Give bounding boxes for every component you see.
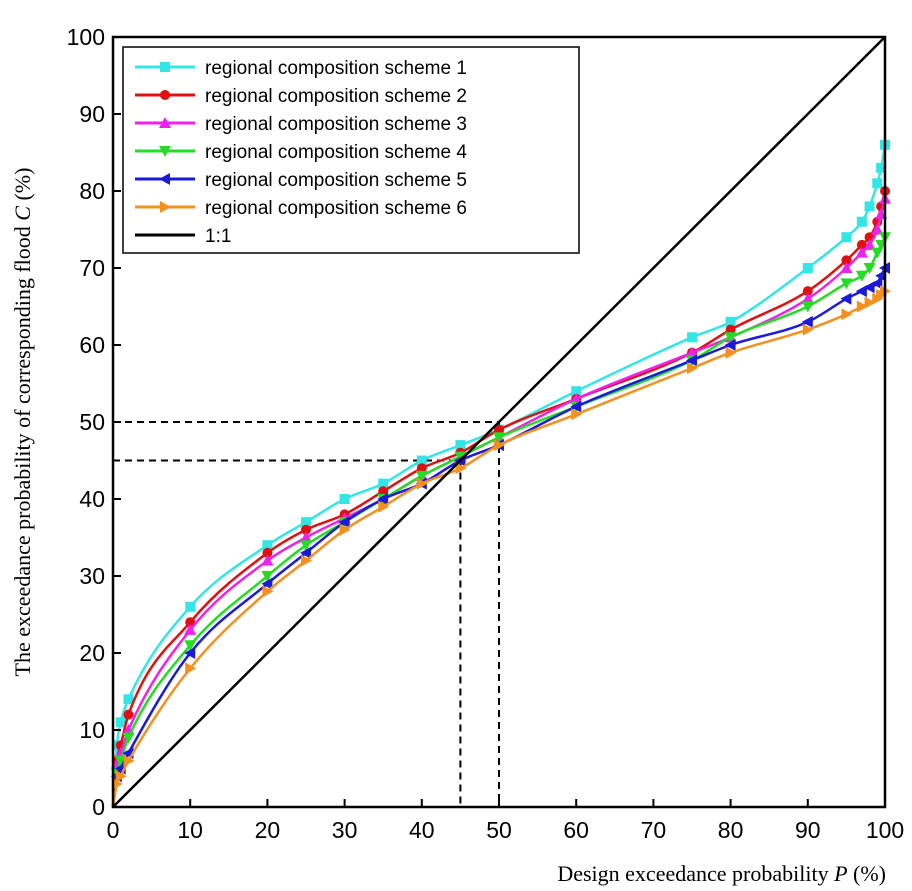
legend: regional composition scheme 1 regional co… <box>123 47 579 253</box>
data-point-marker <box>841 232 851 242</box>
y-axis-title-unit: (%) <box>10 168 35 206</box>
y-tick-label: 100 <box>67 24 105 50</box>
y-axis-title-variable: C <box>10 206 35 221</box>
x-tick-label: 60 <box>563 817 589 843</box>
x-tick-label: 20 <box>255 817 281 843</box>
y-tick-label: 70 <box>79 255 105 281</box>
legend-label: regional composition scheme 5 <box>205 170 467 191</box>
data-point-marker <box>857 217 867 227</box>
y-tick-label: 50 <box>79 409 105 435</box>
x-tick-label: 80 <box>718 817 744 843</box>
x-axis-title-unit: (%) <box>848 861 886 886</box>
legend-label: regional composition scheme 2 <box>205 86 467 107</box>
y-tick-label: 0 <box>92 794 105 820</box>
y-tick-label: 10 <box>79 717 105 743</box>
data-point-marker <box>340 494 350 504</box>
y-tick-label: 60 <box>79 332 105 358</box>
data-point-marker <box>687 332 697 342</box>
data-point-marker <box>872 178 882 188</box>
y-tick-label: 90 <box>79 101 105 127</box>
legend-label: regional composition scheme 3 <box>205 114 467 135</box>
legend-label: regional composition scheme 1 <box>205 58 467 79</box>
y-axis-title-text: The exceedance probability of correspond… <box>10 221 35 677</box>
x-tick-label: 50 <box>486 817 512 843</box>
y-axis-title: The exceedance probability of correspond… <box>10 168 35 677</box>
x-axis-title-variable: P <box>833 861 847 886</box>
legend-label: 1:1 <box>205 226 231 247</box>
data-point-marker <box>185 602 195 612</box>
data-point-marker <box>160 90 170 100</box>
x-tick-label: 10 <box>177 817 203 843</box>
x-tick-label: 70 <box>641 817 667 843</box>
legend-label: regional composition scheme 6 <box>205 198 467 219</box>
y-tick-label: 80 <box>79 178 105 204</box>
data-point-marker <box>803 263 813 273</box>
x-tick-label: 90 <box>795 817 821 843</box>
x-tick-label: 40 <box>409 817 435 843</box>
y-tick-label: 20 <box>79 640 105 666</box>
x-tick-label: 100 <box>866 817 904 843</box>
y-tick-label: 30 <box>79 563 105 589</box>
x-tick-label: 30 <box>332 817 358 843</box>
data-point-marker <box>160 62 170 72</box>
y-tick-label: 40 <box>79 486 105 512</box>
legend-label: regional composition scheme 4 <box>205 142 467 163</box>
x-axis-title-text: Design exceedance probability <box>557 861 834 886</box>
data-point-marker <box>865 201 875 211</box>
data-point-marker <box>123 710 133 720</box>
x-axis-title: Design exceedance probability P (%) <box>557 861 886 886</box>
x-tick-label: 0 <box>107 817 120 843</box>
